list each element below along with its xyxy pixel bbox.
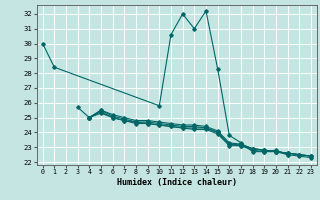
X-axis label: Humidex (Indice chaleur): Humidex (Indice chaleur)	[117, 178, 237, 187]
